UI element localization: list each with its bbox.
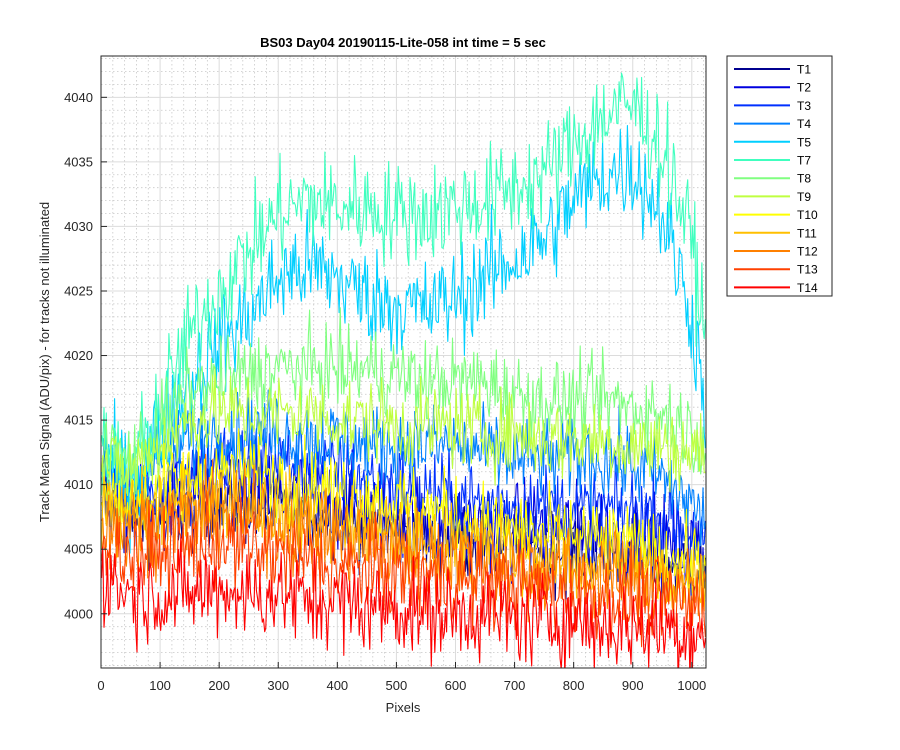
series-line-T7 [101, 72, 706, 502]
legend-label-T2: T2 [797, 81, 811, 95]
legend-label-T13: T13 [797, 263, 818, 277]
legend-label-T9: T9 [797, 190, 811, 204]
legend-label-T14: T14 [797, 281, 818, 295]
y-tick-label: 4020 [64, 348, 93, 363]
x-tick-label: 800 [563, 678, 585, 693]
x-tick-label: 600 [445, 678, 467, 693]
legend-label-T1: T1 [797, 63, 811, 77]
y-tick-label: 4000 [64, 606, 93, 621]
y-axis-ticks: 4000 4005 4010 4015 4020 4025 4030 4035 4040 [64, 90, 107, 621]
y-tick-label: 4015 [64, 413, 93, 428]
x-tick-label: 100 [149, 678, 171, 693]
x-tick-label: 400 [326, 678, 348, 693]
series-line-T11 [101, 460, 706, 619]
plot-frame [100, 55, 707, 669]
series-line-T14 [101, 536, 706, 668]
chart-title: BS03 Day04 20190115-Lite-058 int time = … [260, 35, 546, 50]
legend-label-T10: T10 [797, 208, 818, 222]
x-axis-ticks: 0 100 200 300 400 500 600 700 800 900 1000 [97, 662, 706, 693]
y-tick-label: 4040 [64, 90, 93, 105]
legend-label-T7: T7 [797, 154, 811, 168]
legend-label-T11: T11 [797, 226, 817, 240]
x-tick-label: 700 [504, 678, 526, 693]
legend-box [726, 55, 833, 297]
y-tick-label: 4025 [64, 283, 93, 298]
legend: T1 T2 T3 T4 T5 T7 T8 T9 T10 T11 T12 T13 T14 [726, 55, 833, 297]
y-tick-label: 4010 [64, 477, 93, 492]
legend-label-T4: T4 [797, 117, 811, 131]
series-line-T5 [101, 125, 706, 554]
series-line-T8 [101, 307, 706, 503]
x-tick-label: 0 [97, 678, 104, 693]
x-tick-label: 200 [208, 678, 230, 693]
series-line-T9 [101, 366, 706, 501]
x-tick-label: 1000 [677, 678, 706, 693]
x-tick-label: 900 [622, 678, 644, 693]
legend-label-T12: T12 [797, 245, 818, 259]
series-line-T13 [101, 490, 706, 649]
y-tick-label: 4030 [64, 219, 93, 234]
y-tick-label: 4035 [64, 154, 93, 169]
legend-label-T8: T8 [797, 172, 811, 186]
x-tick-label: 500 [386, 678, 408, 693]
legend-label-T3: T3 [797, 99, 811, 113]
x-axis-label: Pixels [386, 700, 421, 715]
legend-label-T5: T5 [797, 135, 811, 149]
x-tick-label: 300 [267, 678, 289, 693]
y-tick-label: 4005 [64, 542, 93, 557]
y-axis-label: Track Mean Signal (ADU/pix) - for tracks… [37, 202, 52, 522]
series-layer [101, 72, 706, 668]
series-line-T12 [101, 453, 706, 634]
